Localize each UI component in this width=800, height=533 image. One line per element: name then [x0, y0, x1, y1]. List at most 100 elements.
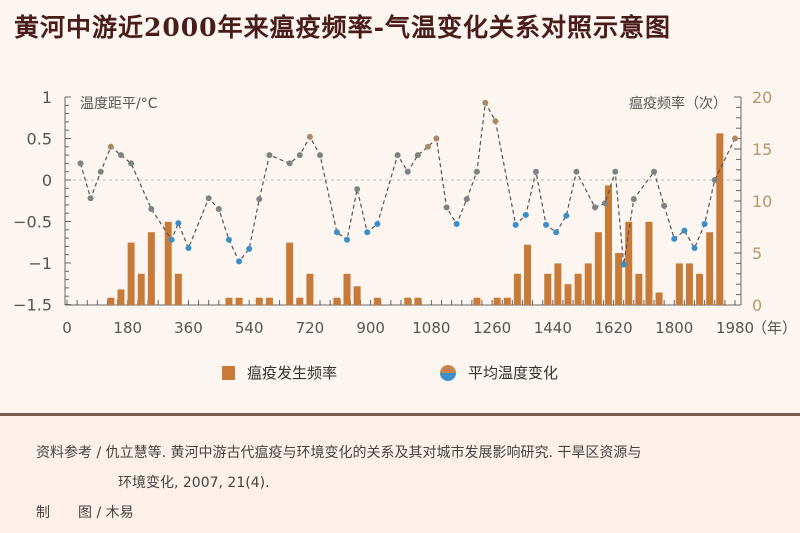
plague-bar [343, 273, 351, 305]
temperature-point [512, 221, 519, 228]
temperature-point [374, 220, 381, 227]
plague-bar [645, 221, 653, 305]
temperature-point [97, 168, 104, 175]
temperature-point [117, 152, 124, 159]
plague-bar [137, 273, 145, 305]
chart-title: 黄河中游近2000年来瘟疫频率-气温变化关系对照示意图 [14, 13, 671, 42]
plague-bar [255, 297, 263, 305]
temperature-point [77, 160, 84, 167]
chart-plot: 1 0.5 0 −0.5 −1 −1.5 温度距平/°C 20 15 10 5 0 瘟疫频率（次） 0 18… [13, 88, 797, 337]
left-axis-tick-label: −1.5 [13, 296, 52, 315]
plague-bar [296, 297, 304, 305]
bar-swatch-icon [222, 365, 235, 380]
temperature-point [175, 220, 182, 227]
plague-bar [584, 263, 592, 305]
temperature-point [296, 152, 303, 159]
temperature-point [492, 118, 499, 125]
left-axis-tick-label: 0.5 [27, 130, 52, 149]
x-axis-tick-label: 1980 [716, 319, 754, 337]
temperature-point [711, 177, 718, 183]
plague-bar [706, 232, 714, 305]
temperature-point [473, 168, 480, 175]
x-axis-tick-label: 900 [356, 319, 385, 337]
x-axis-tick-label: 540 [235, 319, 264, 337]
plague-bar [306, 273, 314, 305]
temperature-point [333, 229, 340, 236]
plague-bar [574, 273, 582, 305]
temperature-point [543, 221, 550, 228]
temperature-point [651, 168, 658, 175]
temperature-point [107, 143, 114, 150]
temperature-point [443, 204, 450, 211]
temperature-point [225, 236, 232, 243]
plague-bar [594, 232, 602, 305]
temperature-point [463, 196, 470, 203]
temperature-point [306, 133, 313, 140]
temperature-point [205, 195, 212, 202]
x-axis-tick-label: 0 [62, 319, 72, 337]
plague-bar [414, 297, 422, 305]
plague-bar [107, 297, 115, 305]
plague-bar [286, 242, 294, 305]
plague-bar [404, 297, 412, 305]
plague-bar [524, 244, 532, 305]
legend-item-plague: 瘟疫发生频率 [222, 362, 337, 383]
temperature-point [286, 160, 293, 167]
temperature-point [364, 229, 371, 236]
plague-bar [635, 273, 643, 305]
temperature-point [620, 261, 627, 268]
temperature-point [394, 152, 401, 159]
temperature-point [246, 245, 253, 252]
x-axis-tick-label: 360 [174, 319, 203, 337]
temperature-point [532, 168, 539, 175]
plague-bar [373, 297, 381, 305]
temperature-point [148, 206, 155, 213]
temperature-line [79, 100, 736, 265]
legend-item-temperature: 平均温度变化 [440, 362, 558, 383]
temperature-point [522, 211, 529, 218]
plague-bar [503, 297, 511, 305]
left-axis-tick-label: 0 [42, 171, 52, 190]
footer-divider [0, 413, 800, 416]
plague-bar [696, 273, 704, 305]
x-axis-title: （年） [752, 319, 797, 337]
temperature-point [681, 227, 688, 234]
right-axis-tick-label: 20 [752, 88, 772, 107]
plague-bar [513, 273, 521, 305]
right-axis-title: 瘟疫频率（次） [629, 95, 727, 112]
temperature-point [128, 160, 135, 167]
plague-bar [147, 232, 155, 305]
plague-bar [333, 297, 341, 305]
plague-bar [473, 297, 481, 305]
temperature-point [424, 143, 431, 150]
reference-line-1: 资料参考 / 仇立慧等. 黄河中游古代瘟疫与环境变化的关系及其对城市发展影响研究… [36, 445, 642, 461]
temperature-point [691, 245, 698, 252]
temperature-point [414, 152, 421, 159]
plague-bar [716, 133, 724, 305]
temperature-point [630, 196, 637, 203]
plague-bar [235, 297, 243, 305]
plague-bar [164, 221, 172, 305]
x-axis-tick-label: 1620 [594, 319, 632, 337]
right-axis-tick-label: 5 [752, 244, 762, 263]
plague-bar [564, 284, 572, 305]
plague-bar [554, 263, 562, 305]
legend-label-plague: 瘟疫发生频率 [247, 364, 338, 382]
plague-bar [675, 263, 683, 305]
left-axis-tick-label: −1 [28, 254, 52, 273]
plague-bar [174, 273, 182, 305]
temperature-point [256, 196, 263, 203]
temperature-point [661, 202, 668, 209]
reference-line-2: 环境变化, 2007, 21(4). [118, 475, 270, 491]
right-axis-tick-label: 15 [752, 140, 772, 159]
temperature-point [671, 235, 678, 242]
plague-bar [493, 297, 501, 305]
temperature-point [185, 245, 192, 252]
temperature-point [701, 220, 708, 227]
temperature-point [573, 168, 580, 175]
plague-bar [625, 221, 633, 305]
dot-swatch-icon [440, 364, 456, 381]
plague-bar [685, 263, 693, 305]
plague-bar [225, 297, 233, 305]
plague-bar [265, 297, 273, 305]
